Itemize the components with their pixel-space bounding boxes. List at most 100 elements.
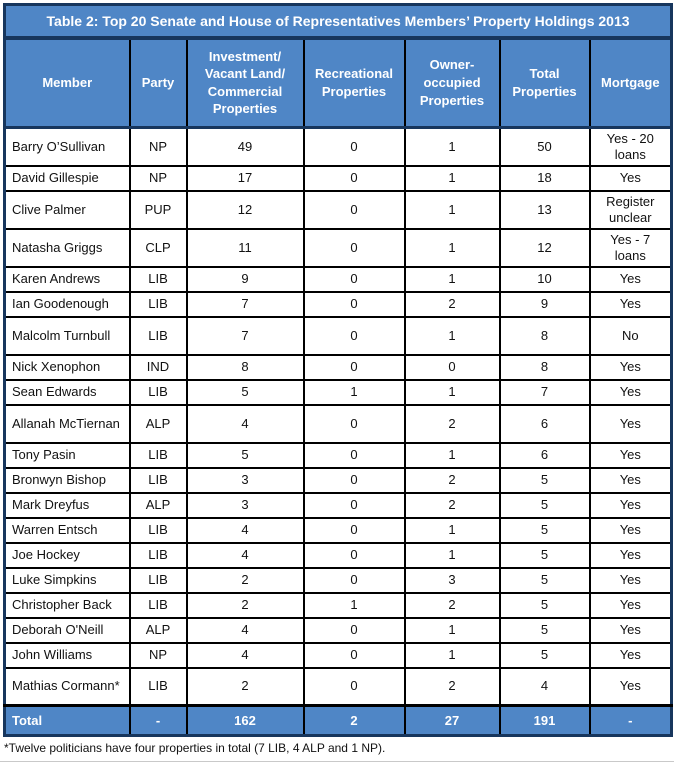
- table-row: Warren Entsch LIB 4 0 1 5 Yes: [3, 516, 673, 544]
- cell-member: Tony Pasin: [3, 441, 131, 469]
- table-row: Luke Simpkins LIB 2 0 3 5 Yes: [3, 566, 673, 594]
- cell-mortgage: Yes: [588, 591, 673, 619]
- cell-owner-occupied: 2: [403, 666, 501, 707]
- table-row: Nick Xenophon IND 8 0 0 8 Yes: [3, 353, 673, 381]
- cell-recreational: 0: [302, 666, 406, 707]
- cell-party: IND: [128, 353, 188, 381]
- cell-recreational: 1: [302, 591, 406, 619]
- cell-investment: 3: [185, 466, 305, 494]
- cell-recreational: 0: [302, 265, 406, 293]
- cell-investment: 7: [185, 290, 305, 318]
- cell-owner-occupied: 3: [403, 566, 501, 594]
- column-header-owner-occupied: Owner-occupied Properties: [403, 36, 501, 129]
- cell-total: 7: [498, 378, 591, 406]
- cell-owner-occupied: 2: [403, 403, 501, 444]
- cell-member: Clive Palmer: [3, 189, 131, 230]
- column-header-party: Party: [128, 36, 188, 129]
- table-row: Tony Pasin LIB 5 0 1 6 Yes: [3, 441, 673, 469]
- column-header-investment: Investment/ Vacant Land/ Commercial Prop…: [185, 36, 305, 129]
- cell-member: Warren Entsch: [3, 516, 131, 544]
- cell-party: ALP: [128, 616, 188, 644]
- cell-investment: 8: [185, 353, 305, 381]
- cell-recreational: 0: [302, 441, 406, 469]
- cell-member: Allanah McTiernan: [3, 403, 131, 444]
- cell-party: ALP: [128, 491, 188, 519]
- cell-total: 5: [498, 566, 591, 594]
- cell-total: 9: [498, 290, 591, 318]
- cell-total: 8: [498, 353, 591, 381]
- cell-owner-occupied: 1: [403, 227, 501, 268]
- total-party: -: [128, 704, 188, 737]
- cell-member: John Williams: [3, 641, 131, 669]
- cell-recreational: 0: [302, 466, 406, 494]
- cell-party: ALP: [128, 403, 188, 444]
- cell-mortgage: Yes: [588, 491, 673, 519]
- cell-total: 10: [498, 265, 591, 293]
- cell-owner-occupied: 2: [403, 591, 501, 619]
- cell-owner-occupied: 1: [403, 516, 501, 544]
- cell-investment: 7: [185, 315, 305, 356]
- table-row: Deborah O'Neill ALP 4 0 1 5 Yes: [3, 616, 673, 644]
- cell-owner-occupied: 1: [403, 641, 501, 669]
- cell-recreational: 0: [302, 491, 406, 519]
- cell-mortgage: Yes - 20 loans: [588, 126, 673, 167]
- cell-mortgage: Yes: [588, 403, 673, 444]
- cell-recreational: 0: [302, 516, 406, 544]
- cell-total: 5: [498, 541, 591, 569]
- cell-member: Mark Dreyfus: [3, 491, 131, 519]
- cell-total: 5: [498, 591, 591, 619]
- cell-investment: 4: [185, 541, 305, 569]
- cell-mortgage: Yes - 7 loans: [588, 227, 673, 268]
- cell-total: 5: [498, 641, 591, 669]
- cell-owner-occupied: 1: [403, 126, 501, 167]
- table-row: Mathias Cormann* LIB 2 0 2 4 Yes: [3, 666, 673, 707]
- cell-total: 5: [498, 616, 591, 644]
- cell-party: CLP: [128, 227, 188, 268]
- cell-total: 6: [498, 441, 591, 469]
- column-header-member: Member: [3, 36, 131, 129]
- cell-owner-occupied: 1: [403, 616, 501, 644]
- cell-investment: 9: [185, 265, 305, 293]
- cell-mortgage: Yes: [588, 541, 673, 569]
- cell-party: LIB: [128, 378, 188, 406]
- cell-owner-occupied: 1: [403, 265, 501, 293]
- cell-party: NP: [128, 164, 188, 192]
- cell-mortgage: Yes: [588, 616, 673, 644]
- cell-mortgage: Yes: [588, 466, 673, 494]
- cell-mortgage: Yes: [588, 441, 673, 469]
- cell-recreational: 0: [302, 164, 406, 192]
- cell-investment: 2: [185, 666, 305, 707]
- table-body: Barry O’Sullivan NP 49 0 1 50 Yes - 20 loans Da…: [3, 126, 673, 707]
- cell-member: Mathias Cormann*: [3, 666, 131, 707]
- cell-mortgage: Yes: [588, 566, 673, 594]
- cell-member: David Gillespie: [3, 164, 131, 192]
- cell-member: Sean Edwards: [3, 378, 131, 406]
- table-row: Karen Andrews LIB 9 0 1 10 Yes: [3, 265, 673, 293]
- cell-member: Karen Andrews: [3, 265, 131, 293]
- cell-recreational: 0: [302, 403, 406, 444]
- cell-member: Barry O’Sullivan: [3, 126, 131, 167]
- cell-member: Natasha Griggs: [3, 227, 131, 268]
- cell-owner-occupied: 1: [403, 378, 501, 406]
- cell-mortgage: No: [588, 315, 673, 356]
- column-header-total: Total Properties: [498, 36, 591, 129]
- total-investment: 162: [185, 704, 305, 737]
- cell-member: Christopher Back: [3, 591, 131, 619]
- property-holdings-table: Table 2: Top 20 Senate and House of Repr…: [3, 3, 674, 737]
- cell-owner-occupied: 2: [403, 491, 501, 519]
- cell-member: Malcolm Turnbull: [3, 315, 131, 356]
- cell-investment: 11: [185, 227, 305, 268]
- table-row: Bronwyn Bishop LIB 3 0 2 5 Yes: [3, 466, 673, 494]
- table-row: Barry O’Sullivan NP 49 0 1 50 Yes - 20 loans: [3, 126, 673, 167]
- cell-mortgage: Yes: [588, 265, 673, 293]
- cell-party: LIB: [128, 315, 188, 356]
- cell-investment: 3: [185, 491, 305, 519]
- total-row: Total - 162 2 27 191 -: [3, 704, 673, 737]
- cell-owner-occupied: 1: [403, 164, 501, 192]
- table-header-row: Member Party Investment/ Vacant Land/ Co…: [3, 36, 673, 129]
- total-owner-occupied: 27: [403, 704, 501, 737]
- cell-investment: 4: [185, 641, 305, 669]
- cell-owner-occupied: 1: [403, 189, 501, 230]
- cell-member: Luke Simpkins: [3, 566, 131, 594]
